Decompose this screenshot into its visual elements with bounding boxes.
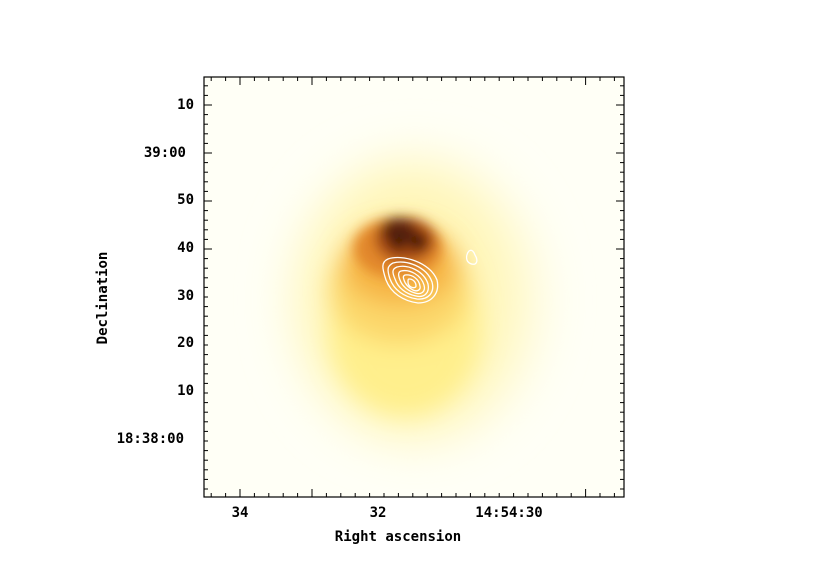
contour-secondary bbox=[465, 249, 478, 265]
y-tick-label: 10 bbox=[177, 383, 194, 399]
y-tick-label: 18:38:00 bbox=[117, 431, 184, 447]
y-tick-label: 20 bbox=[177, 335, 194, 351]
xray-intensity-image bbox=[204, 77, 624, 497]
contour-level-3 bbox=[392, 265, 430, 298]
x-tick-label: 34 bbox=[232, 505, 249, 521]
radio-contours bbox=[382, 249, 478, 304]
contour-level-2 bbox=[387, 261, 434, 300]
axis-ticks bbox=[204, 77, 624, 497]
y-tick-label: 50 bbox=[177, 192, 194, 208]
contour-level-6 bbox=[407, 278, 417, 289]
y-tick-label: 39:00 bbox=[144, 145, 186, 161]
contour-level-5 bbox=[402, 274, 421, 292]
y-axis-tick-labels: 10 39:00 50 40 30 20 10 18:38:00 bbox=[117, 97, 194, 447]
x-tick-label: 32 bbox=[370, 505, 387, 521]
x-axis-tick-labels: 34 32 14:54:30 bbox=[232, 505, 543, 521]
x-tick-label: 14:54:30 bbox=[475, 505, 542, 521]
contour-level-4 bbox=[397, 269, 426, 295]
y-tick-label: 10 bbox=[177, 97, 194, 113]
x-axis-title: Right ascension bbox=[335, 529, 461, 545]
y-tick-label: 30 bbox=[177, 288, 194, 304]
y-axis-title: Declination bbox=[95, 252, 111, 345]
contour-level-1 bbox=[382, 256, 439, 304]
y-tick-label: 40 bbox=[177, 240, 194, 256]
